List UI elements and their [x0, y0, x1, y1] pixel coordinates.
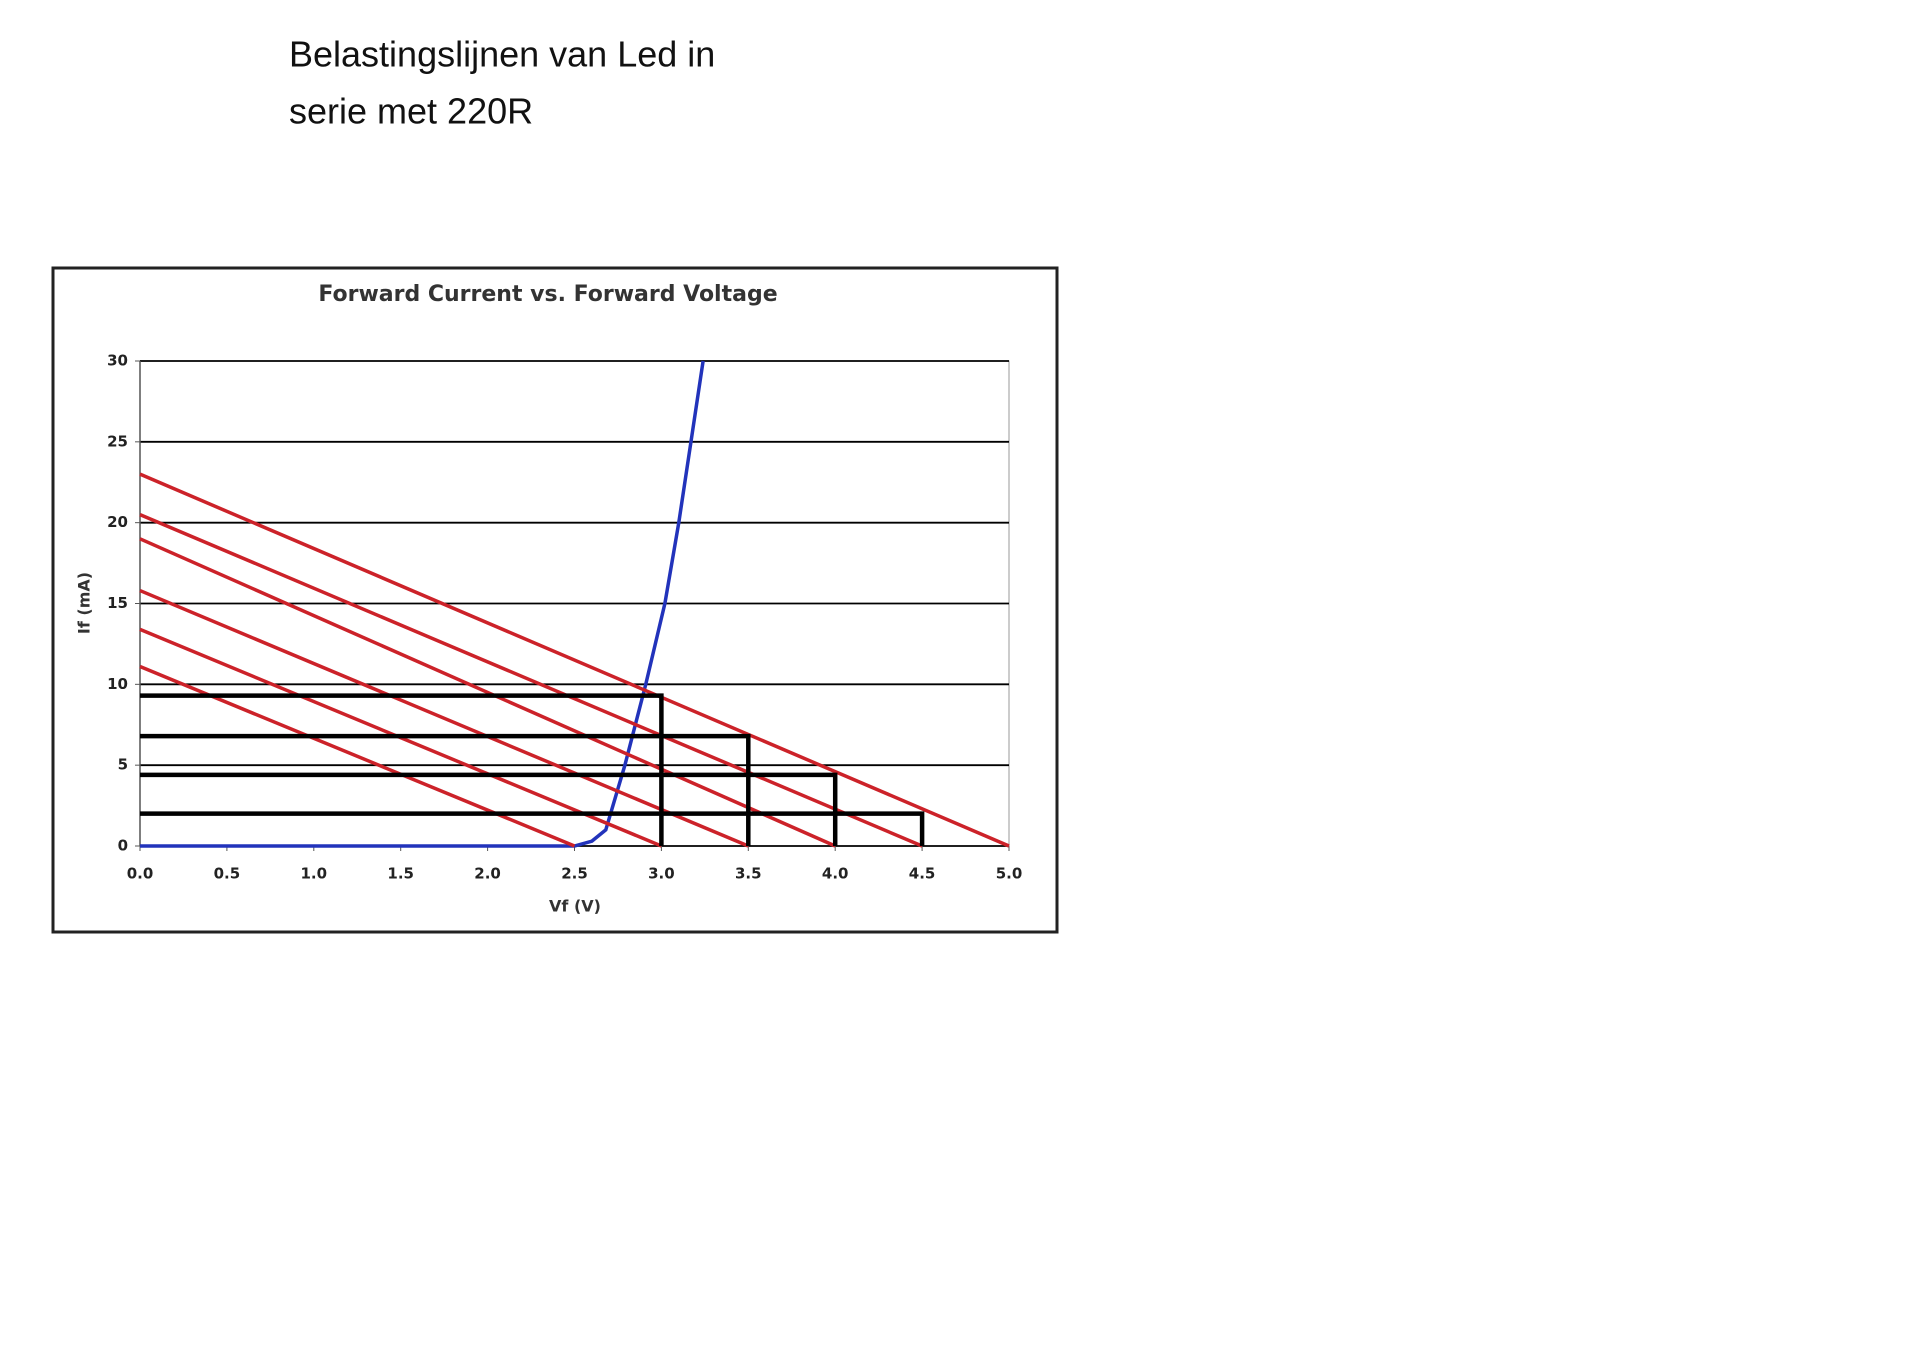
x-tick-label: 2.0 — [474, 865, 501, 883]
x-tick-label: 4.5 — [909, 865, 936, 883]
series-line — [139, 588, 749, 848]
x-tick-label: 2.5 — [561, 865, 588, 883]
y-tick-label: 5 — [118, 756, 128, 774]
y-tick-label: 30 — [107, 352, 128, 370]
x-axis-label: Vf (V) — [549, 897, 601, 916]
heading-line: Belastingslijnen van Led in — [289, 34, 715, 75]
x-tick-label: 5.0 — [996, 865, 1023, 883]
y-axis-label: If (mA) — [75, 572, 94, 634]
series-line — [140, 693, 664, 846]
series-line — [140, 772, 838, 846]
series-line — [140, 811, 925, 846]
x-tick-label: 4.0 — [822, 865, 849, 883]
y-tick-label: 20 — [107, 513, 128, 531]
series-line — [139, 512, 923, 848]
x-tick-label: 3.5 — [735, 865, 762, 883]
y-tick-label: 0 — [118, 837, 128, 855]
y-tick-label: 15 — [107, 594, 128, 612]
x-tick-label: 3.0 — [648, 865, 675, 883]
series-line — [140, 733, 751, 846]
chart-title: Forward Current vs. Forward Voltage — [318, 282, 777, 307]
x-tick-label: 1.5 — [387, 865, 414, 883]
x-tick-label: 1.0 — [301, 865, 328, 883]
x-tick-label: 0.5 — [214, 865, 241, 883]
y-tick-label: 10 — [107, 675, 128, 693]
chart-frame — [51, 266, 1059, 934]
x-tick-label: 0.0 — [127, 865, 154, 883]
series-line — [139, 472, 1010, 848]
series-line — [139, 537, 836, 848]
heading-line: serie met 220R — [289, 91, 533, 132]
y-tick-label: 25 — [107, 432, 128, 450]
